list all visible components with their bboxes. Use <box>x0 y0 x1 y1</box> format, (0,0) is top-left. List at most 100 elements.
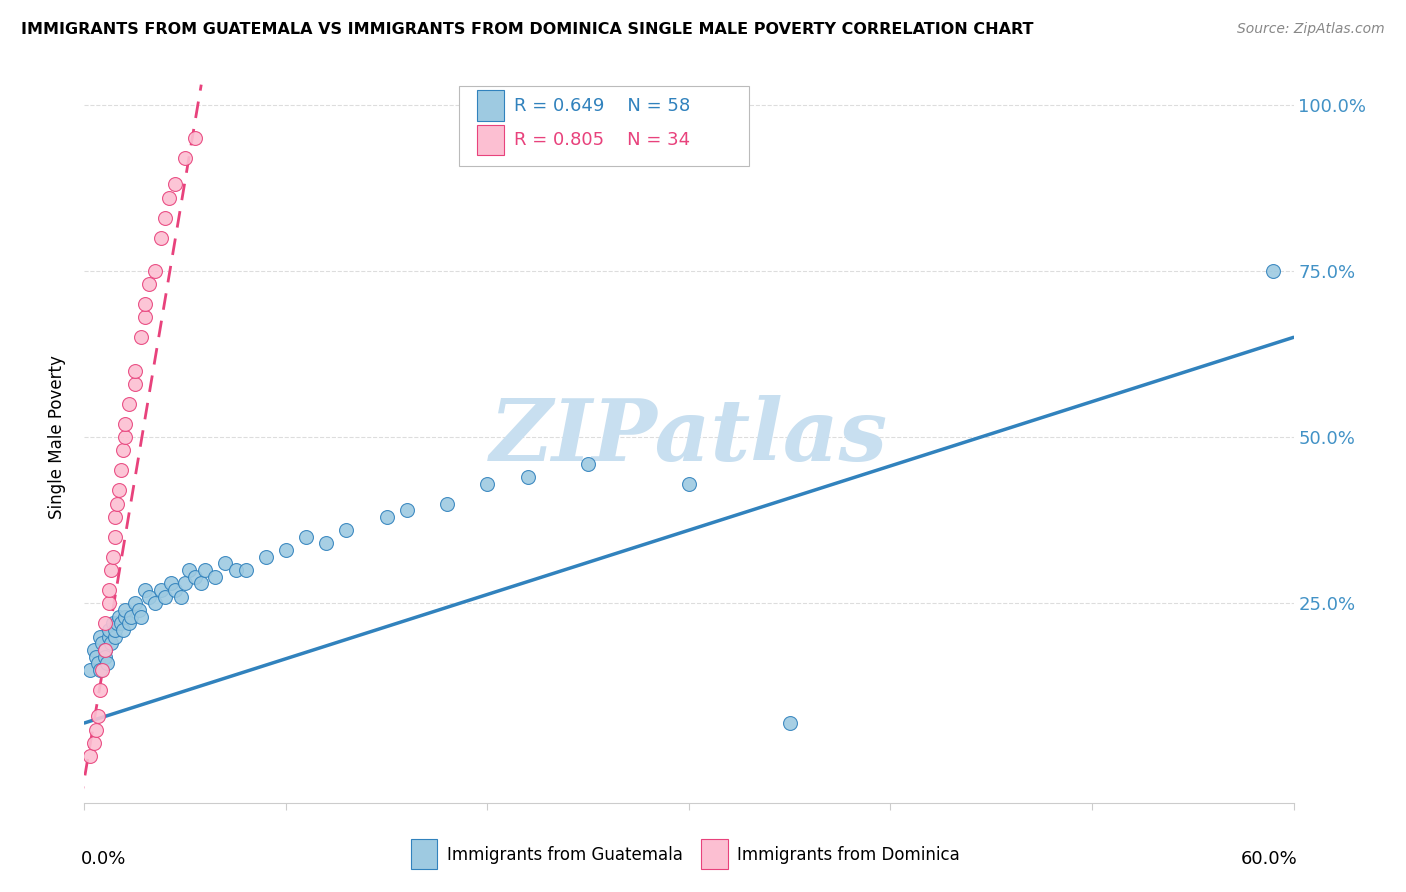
Point <box>143 264 166 278</box>
Point <box>134 582 156 597</box>
Point <box>93 649 115 664</box>
Text: R = 0.649    N = 58: R = 0.649 N = 58 <box>513 96 690 115</box>
Point <box>91 663 114 677</box>
Point <box>779 716 801 731</box>
Point <box>143 596 166 610</box>
Point <box>105 497 128 511</box>
Point <box>107 609 129 624</box>
Point <box>114 417 136 431</box>
FancyBboxPatch shape <box>478 125 503 155</box>
Point <box>83 643 105 657</box>
Text: Immigrants from Guatemala: Immigrants from Guatemala <box>447 847 683 864</box>
Point <box>315 536 337 550</box>
Point <box>93 643 115 657</box>
Point <box>101 616 124 631</box>
Point <box>114 603 136 617</box>
Point <box>153 590 176 604</box>
Point <box>105 616 128 631</box>
Text: 60.0%: 60.0% <box>1240 850 1298 868</box>
Point <box>138 277 160 292</box>
Point <box>104 509 127 524</box>
Point <box>87 709 110 723</box>
Point <box>477 476 499 491</box>
Point <box>111 443 134 458</box>
FancyBboxPatch shape <box>702 839 728 869</box>
Point <box>149 230 172 244</box>
Point <box>124 363 146 377</box>
Point <box>93 616 115 631</box>
Point <box>104 530 127 544</box>
Point <box>114 609 136 624</box>
Point <box>110 616 132 631</box>
Point <box>97 630 120 644</box>
Point <box>86 649 108 664</box>
Text: R = 0.805    N = 34: R = 0.805 N = 34 <box>513 131 690 149</box>
Point <box>174 151 197 165</box>
Point <box>214 557 236 571</box>
Point <box>89 630 111 644</box>
Point <box>1263 264 1285 278</box>
Point <box>89 663 111 677</box>
FancyBboxPatch shape <box>478 90 503 121</box>
Point <box>149 582 172 597</box>
Point <box>104 623 127 637</box>
Point <box>134 297 156 311</box>
Point <box>165 582 187 597</box>
Point <box>194 563 217 577</box>
Y-axis label: Single Male Poverty: Single Male Poverty <box>48 355 66 519</box>
Point <box>97 623 120 637</box>
Point <box>254 549 277 564</box>
Point <box>129 330 152 344</box>
Point <box>179 563 201 577</box>
Point <box>79 749 101 764</box>
Point <box>110 463 132 477</box>
Point <box>124 596 146 610</box>
Point <box>184 131 207 145</box>
Point <box>79 663 101 677</box>
Point <box>190 576 212 591</box>
Point <box>97 596 120 610</box>
Point <box>114 430 136 444</box>
Point <box>124 376 146 391</box>
Point <box>87 656 110 670</box>
Point <box>93 643 115 657</box>
Point <box>160 576 183 591</box>
Point <box>225 563 247 577</box>
Point <box>678 476 700 491</box>
Point <box>86 723 108 737</box>
Point <box>129 609 152 624</box>
Point <box>295 530 318 544</box>
Point <box>91 636 114 650</box>
Point <box>138 590 160 604</box>
Point <box>375 509 398 524</box>
Point <box>274 543 297 558</box>
Point <box>184 570 207 584</box>
Text: Source: ZipAtlas.com: Source: ZipAtlas.com <box>1237 22 1385 37</box>
Point <box>576 457 599 471</box>
Point <box>165 178 187 192</box>
FancyBboxPatch shape <box>460 86 749 167</box>
FancyBboxPatch shape <box>411 839 437 869</box>
Point <box>118 397 141 411</box>
Point <box>104 630 127 644</box>
Text: ZIPatlas: ZIPatlas <box>489 395 889 479</box>
Point <box>120 609 142 624</box>
Point <box>153 211 176 225</box>
Point <box>97 582 120 597</box>
Text: 0.0%: 0.0% <box>80 850 127 868</box>
Point <box>128 603 150 617</box>
Point <box>134 310 156 325</box>
Point <box>516 470 538 484</box>
Point <box>174 576 197 591</box>
Text: IMMIGRANTS FROM GUATEMALA VS IMMIGRANTS FROM DOMINICA SINGLE MALE POVERTY CORREL: IMMIGRANTS FROM GUATEMALA VS IMMIGRANTS … <box>21 22 1033 37</box>
Point <box>436 497 458 511</box>
Point <box>100 636 122 650</box>
Point <box>83 736 105 750</box>
Point <box>157 191 180 205</box>
Point <box>100 563 122 577</box>
Point <box>235 563 257 577</box>
Text: Immigrants from Dominica: Immigrants from Dominica <box>737 847 960 864</box>
Point <box>111 623 134 637</box>
Point <box>170 590 193 604</box>
Point <box>204 570 226 584</box>
